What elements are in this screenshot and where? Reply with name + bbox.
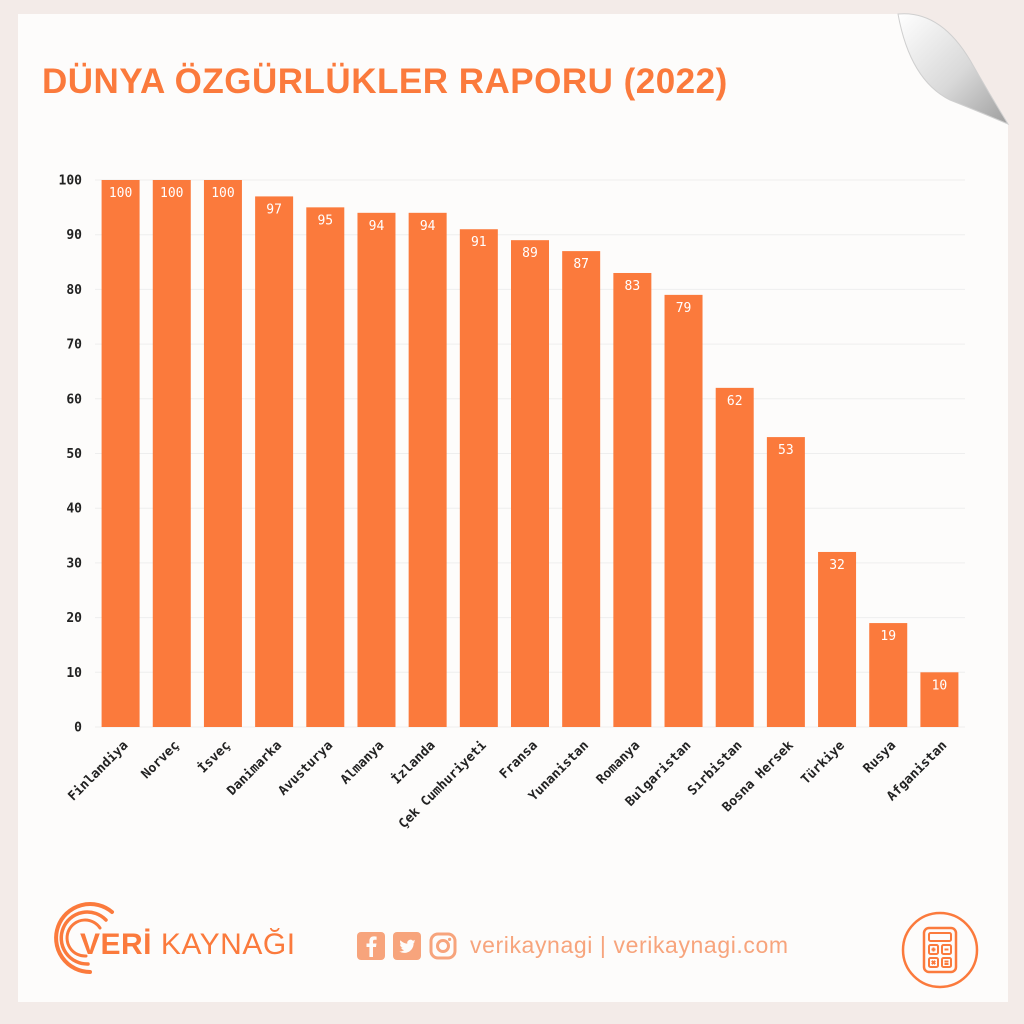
y-tick-label: 80 [66, 283, 82, 298]
bar [203, 180, 242, 727]
bar [306, 207, 345, 728]
data-label: 97 [266, 202, 282, 217]
bar-chart: 0 10 20 30 40 50 60 70 80 90 100 100 100 100 97 95 94 94… [59, 174, 965, 832]
data-labels: 100 100 100 97 95 94 94 91 89 87 83 79 62 53 32 19 10 [109, 186, 947, 693]
x-tick-label: İsveç [195, 738, 234, 777]
x-tick-label: Avusturya [276, 738, 337, 799]
y-tick-label: 60 [66, 392, 82, 407]
data-label: 100 [211, 186, 234, 201]
bar [766, 437, 805, 727]
x-tick-label: Türkiye [799, 738, 848, 787]
y-tick-label: 0 [74, 721, 82, 736]
facebook-icon[interactable] [356, 931, 386, 961]
brand-light: KAYNAĞI [160, 928, 296, 961]
twitter-icon[interactable] [392, 931, 422, 961]
y-tick-label: 70 [66, 338, 82, 353]
x-tick-label: Almanya [338, 738, 387, 787]
bar [511, 240, 549, 728]
data-label: 79 [676, 301, 692, 316]
bar [920, 672, 959, 727]
bar [255, 196, 294, 727]
instagram-icon[interactable] [428, 931, 458, 961]
x-tick-label: Fransa [497, 738, 541, 782]
data-label: 19 [880, 629, 896, 644]
data-label: 94 [369, 219, 385, 234]
data-label: 91 [471, 235, 487, 250]
bar [818, 551, 857, 727]
bar [562, 251, 601, 728]
data-label: 83 [625, 279, 641, 294]
bar [715, 387, 754, 727]
x-tick-label: Rusya [861, 738, 899, 776]
y-tick-label: 40 [66, 502, 82, 517]
x-tick-label: İzlanda [388, 737, 438, 787]
bar [152, 180, 191, 727]
bar [869, 623, 908, 727]
bar [408, 212, 447, 727]
brand-logo-arcs [54, 902, 114, 974]
social-handle: verikaynagi | verikaynagi.com [470, 932, 789, 958]
y-tick-label: 30 [66, 556, 82, 571]
y-axis-ticks: 0 10 20 30 40 50 60 70 80 90 100 [59, 174, 83, 736]
bar [357, 212, 396, 727]
page-curl [897, 13, 1010, 126]
bar [664, 294, 703, 727]
brand-name: VERİ KAYNAĞI [80, 928, 296, 962]
data-label: 53 [778, 443, 794, 458]
y-tick-label: 50 [66, 447, 82, 462]
data-label: 87 [573, 257, 589, 272]
bar [613, 272, 652, 727]
data-label: 62 [727, 394, 743, 409]
page-title: DÜNYA ÖZGÜRLÜKLER RAPORU (2022) [42, 62, 728, 101]
data-label: 10 [932, 678, 948, 693]
brand-bold: VERİ [80, 928, 153, 961]
x-tick-label: Romanya [594, 738, 643, 787]
x-tick-label: Çek Cumhuriyeti [396, 738, 490, 832]
data-label: 89 [522, 246, 538, 261]
y-tick-label: 10 [66, 666, 82, 681]
data-label: 32 [829, 558, 845, 573]
bar [101, 180, 140, 727]
x-tick-label: Finlandiya [65, 738, 131, 804]
data-label: 100 [160, 186, 183, 201]
data-label: 94 [420, 219, 436, 234]
social-icons [356, 930, 458, 962]
bars [101, 180, 959, 728]
calculator-icon [901, 911, 979, 989]
x-tick-label: Norveç [139, 738, 183, 782]
y-tick-label: 100 [59, 174, 83, 189]
data-label: 95 [317, 213, 333, 228]
data-label: 100 [109, 186, 132, 201]
y-tick-label: 20 [66, 611, 82, 626]
bar [459, 229, 498, 728]
y-tick-label: 90 [66, 228, 82, 243]
